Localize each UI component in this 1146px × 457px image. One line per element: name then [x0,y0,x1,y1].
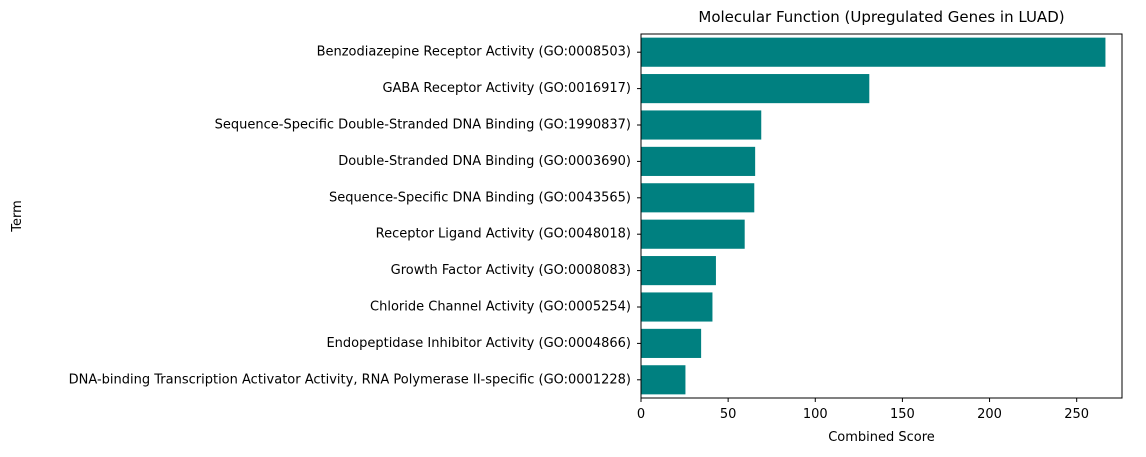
x-tick-label: 100 [803,407,828,422]
y-tick-label: Double-Stranded DNA Binding (GO:0003690) [338,154,631,169]
x-ticks-layer: 0 50 100 150 200 250 [637,398,1089,422]
x-tick-label: 200 [977,407,1002,422]
y-tick-label: Growth Factor Activity (GO:0008083) [391,263,631,278]
bar [641,74,870,104]
bar [641,292,713,322]
y-ticks-layer: Benzodiazepine Receptor Activity (GO:000… [69,45,641,387]
y-tick-label: Sequence-Specific Double-Stranded DNA Bi… [215,118,631,133]
bar [641,37,1106,67]
y-tick-label: GABA Receptor Activity (GO:0016917) [382,81,631,96]
bar [641,110,762,140]
y-tick-label: Sequence-Specific DNA Binding (GO:004356… [329,190,631,205]
plot-frame [640,33,1123,399]
bar [641,328,702,358]
x-tick-label: 250 [1064,407,1089,422]
bar [641,219,745,249]
y-tick-label: Endopeptidase Inhibitor Activity (GO:000… [326,336,631,351]
x-tick-label: 150 [890,407,915,422]
y-axis-label: Term [10,200,25,233]
x-tick-label: 0 [637,407,645,422]
y-tick-label: Chloride Channel Activity (GO:0005254) [370,300,631,315]
x-tick-label: 50 [720,407,737,422]
bar [641,146,756,176]
bar [641,365,686,395]
y-tick-label: DNA-binding Transcription Activator Acti… [69,372,631,387]
y-tick-label: Receptor Ligand Activity (GO:0048018) [376,227,631,242]
y-tick-label: Benzodiazepine Receptor Activity (GO:000… [317,45,631,60]
bar [641,256,716,286]
chart-title: Molecular Function (Upregulated Genes in… [698,8,1064,26]
bar [641,183,755,213]
x-axis-label: Combined Score [828,430,935,445]
bars-layer [641,37,1106,395]
